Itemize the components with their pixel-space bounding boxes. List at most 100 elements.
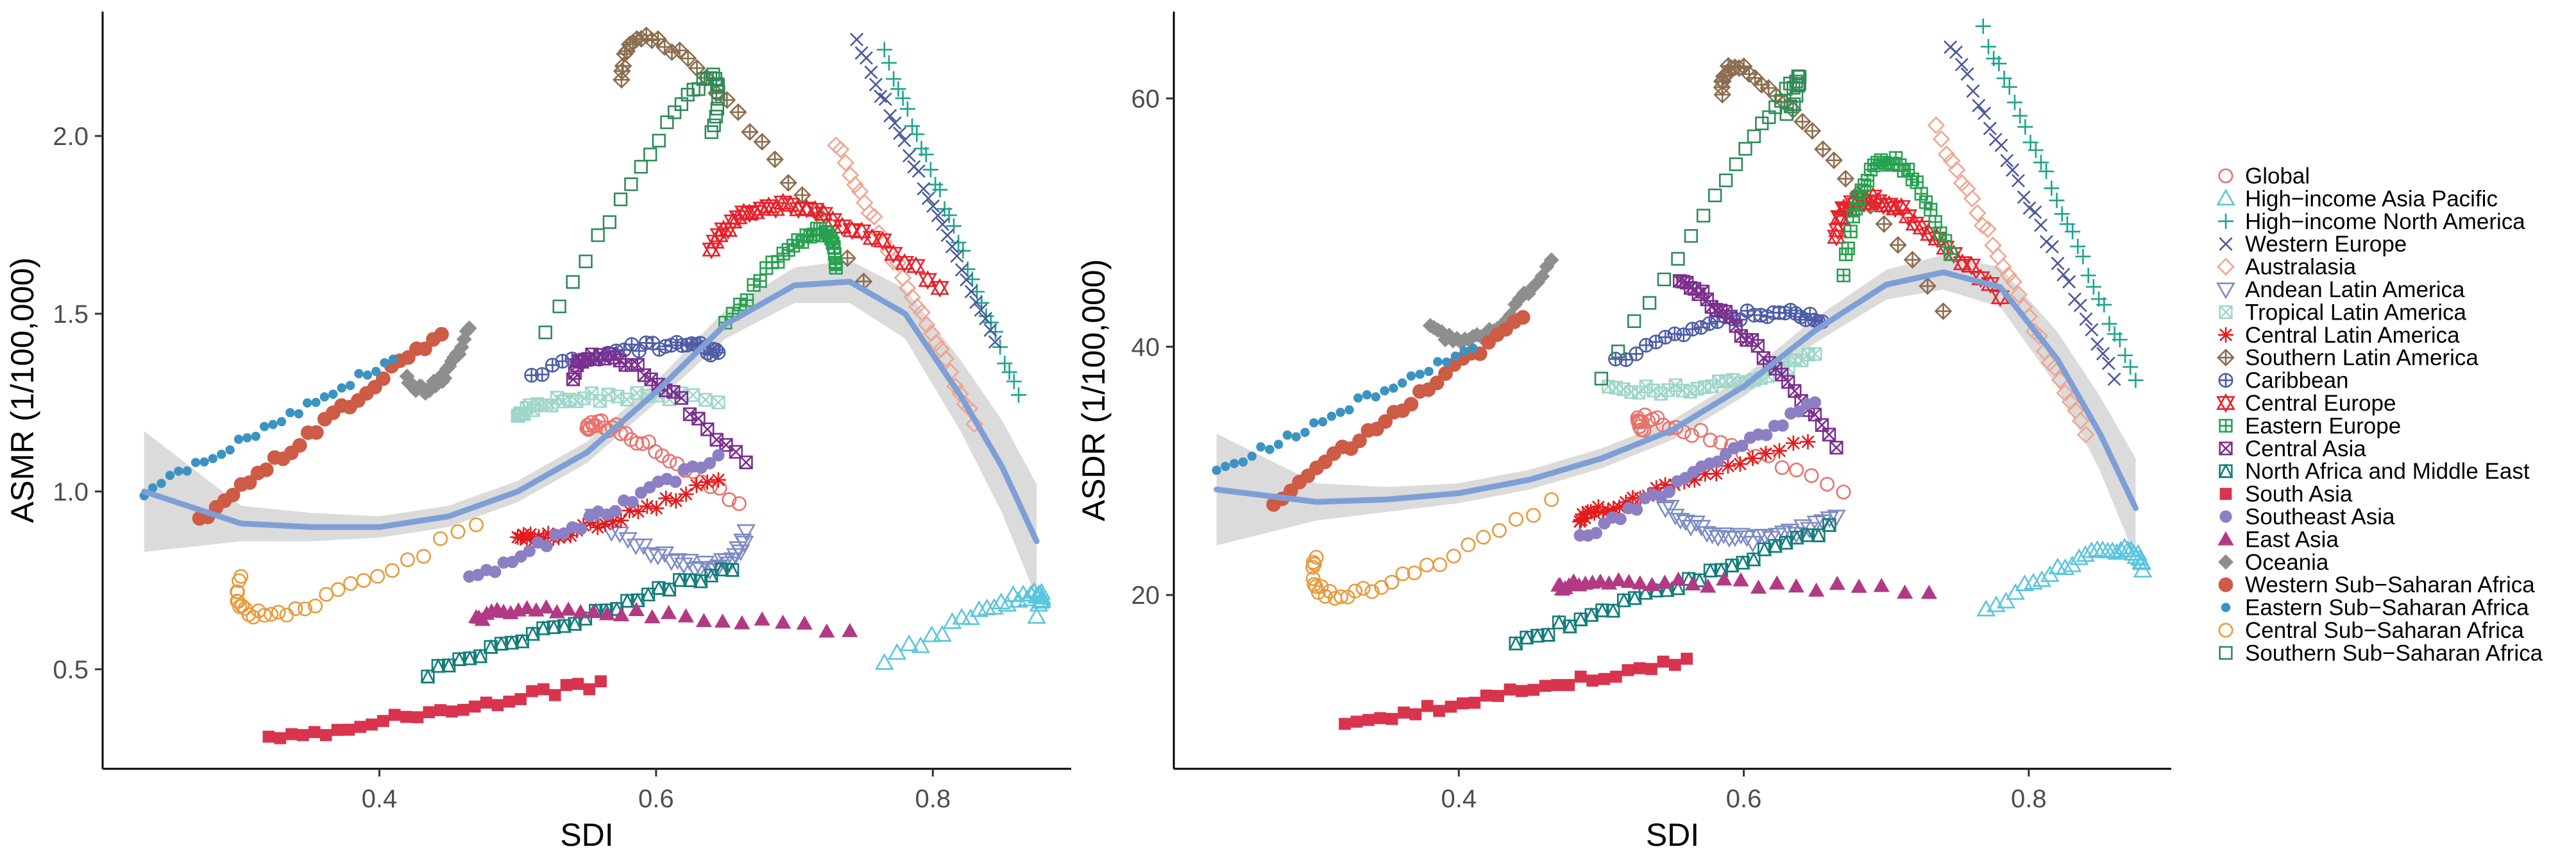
point-tropical-latin-america [699,393,713,407]
point-central-sub-saharan-africa [288,601,303,616]
point-southeast-asia [1809,396,1822,409]
point-high-income-north-america [2117,347,2133,363]
point-caribbean [711,345,726,360]
point-eastern-sub-saharan-africa [1433,357,1443,366]
point-australasia [2010,286,2028,304]
point-central-latin-america [630,504,646,520]
point-eastern-sub-saharan-africa [1406,371,1416,381]
legend-key-central-asia [2219,442,2233,456]
point-southern-sub-saharan-africa [1611,344,1625,359]
point-southern-sub-saharan-africa [1627,314,1641,329]
point-southeast-asia [1760,429,1773,442]
point-central-sub-saharan-africa [416,549,431,564]
point-north-africa-and-middle-east [651,579,666,595]
point-eastern-europe [1944,247,1958,261]
legend-item-high-income-north-america: High−income North America [2218,209,2525,234]
point-central-latin-america [1708,465,1724,481]
point-central-sub-saharan-africa [1491,523,1507,538]
point-andean-latin-america [1743,536,1763,553]
point-southern-sub-saharan-africa [1657,272,1672,287]
legend-item-tropical-latin-america: Tropical Latin America [2219,300,2466,325]
point-high-income-north-america [1001,364,1017,380]
point-western-europe [917,182,931,196]
series-oceania [399,320,477,401]
point-eastern-sub-saharan-africa [362,370,373,380]
point-high-income-north-america [909,126,925,142]
point-southern-sub-saharan-africa [634,160,648,174]
point-southern-sub-saharan-africa [711,92,725,106]
point-southern-sub-saharan-africa [1708,188,1722,203]
point-high-income-north-america [951,234,967,250]
point-high-income-north-america [1991,56,2007,72]
point-south-asia [1374,712,1387,725]
legend-item-global: Global [2218,164,2310,189]
point-high-income-north-america [2012,108,2028,124]
point-central-latin-america [1720,458,1736,474]
point-australasia [1947,160,1966,179]
point-central-sub-saharan-africa [232,573,247,588]
point-central-latin-america [668,493,684,509]
point-north-africa-and-middle-east [473,648,488,664]
point-andean-latin-america [668,553,688,571]
point-eastern-europe [1846,209,1860,224]
point-western-europe [1983,121,1997,135]
point-western-europe [911,164,926,178]
point-tropical-latin-america [1726,373,1740,387]
point-high-income-north-america [987,324,1003,340]
point-tropical-latin-america [577,391,591,406]
point-western-europe [902,149,916,163]
series-south-asia [262,675,607,744]
point-eastern-europe [829,261,843,275]
point-eastern-europe [1841,241,1855,255]
point-southern-sub-saharan-africa [1684,229,1699,243]
point-western-europe [2096,347,2110,361]
point-western-europe [1960,67,1974,81]
point-australasia [846,176,864,194]
point-andean-latin-america [685,562,705,579]
point-south-asia [319,729,332,741]
point-central-europe [1885,198,1905,218]
point-eastern-sub-saharan-africa [1389,383,1398,393]
point-eastern-sub-saharan-africa [1415,370,1425,379]
point-high-income-asia-pacific [1027,606,1046,624]
legend-item-australasia: Australasia [2217,255,2357,280]
point-western-europe [1949,45,1963,59]
point-south-asia [1421,699,1434,712]
point-central-sub-saharan-africa [1355,581,1371,596]
legend-item-andean-latin-america: Andean Latin America [2216,277,2465,302]
point-global [722,492,737,508]
point-andean-latin-america [736,524,756,541]
point-eastern-sub-saharan-africa [371,366,381,377]
point-eastern-europe [1860,173,1875,188]
legend-label: Eastern Sub−Saharan Africa [2245,596,2529,621]
point-central-asia [637,368,652,382]
point-southern-sub-saharan-africa [667,105,682,119]
point-eastern-sub-saharan-africa [1468,343,1478,354]
point-southern-sub-saharan-africa [1747,129,1761,144]
point-eastern-sub-saharan-africa [191,458,201,467]
point-eastern-sub-saharan-africa [345,381,355,390]
point-western-europe [893,126,907,141]
point-south-asia [1362,714,1375,726]
point-eastern-sub-saharan-africa [1318,417,1328,427]
point-central-sub-saharan-africa [384,563,400,578]
point-eastern-sub-saharan-africa [208,454,218,463]
series-western-europe [850,33,1002,349]
point-southeast-asia [669,476,682,488]
point-high-income-north-america [922,162,938,178]
point-central-sub-saharan-africa [1461,537,1476,553]
series-western-sub-saharan-africa [192,327,449,526]
legend-label: Caribbean [2245,368,2349,393]
point-eastern-sub-saharan-africa [1265,445,1275,454]
point-east-asia [572,604,589,619]
point-high-income-north-america [1980,39,1996,55]
point-central-latin-america [648,501,665,517]
legend-key-southern-latin-america [2217,348,2235,367]
point-western-europe [936,218,950,232]
point-eastern-sub-saharan-africa [311,397,321,408]
point-central-europe [884,244,903,264]
legend-label: Southern Latin America [2245,345,2479,370]
point-caribbean [1648,334,1664,350]
point-western-europe [897,133,911,148]
